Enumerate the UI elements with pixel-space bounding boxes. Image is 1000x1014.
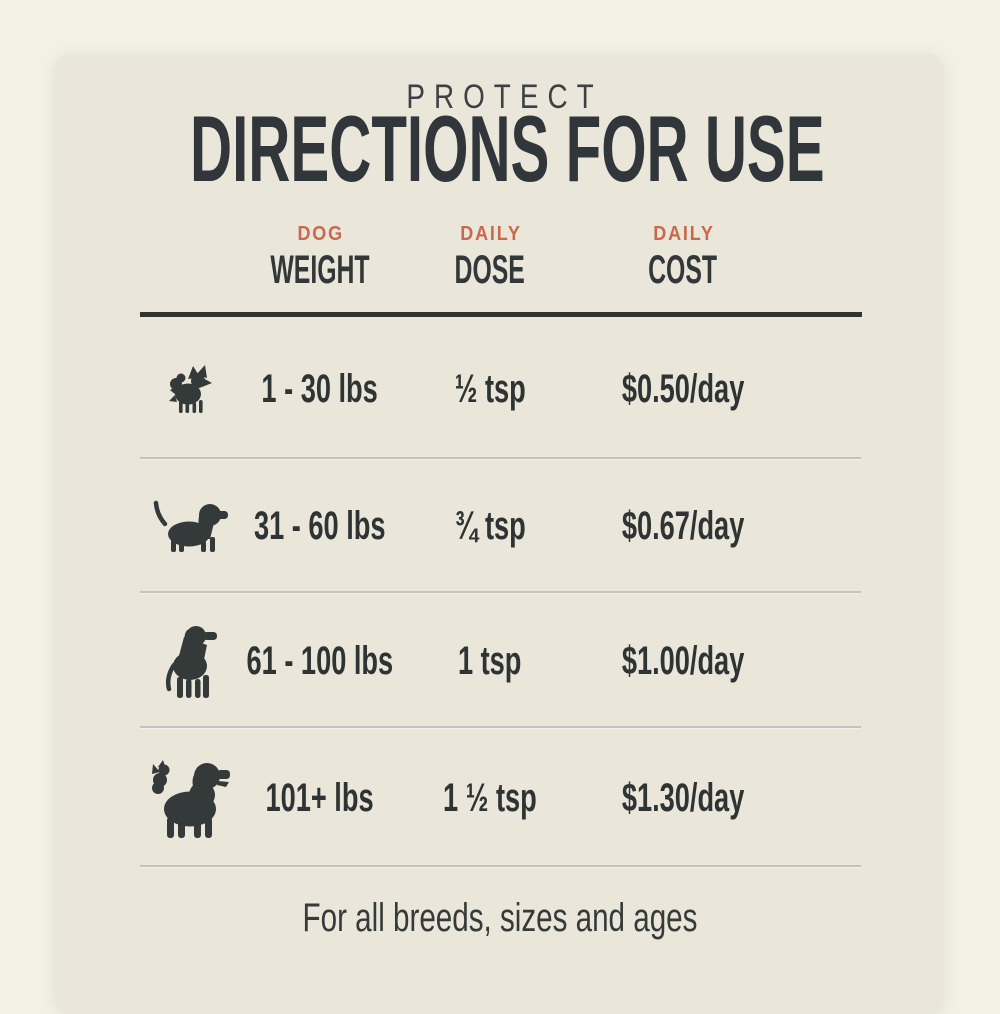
- column-eyebrow: DAILY: [460, 223, 522, 245]
- medium-dog-icon: [153, 500, 228, 552]
- cost-value: $1.00/day: [621, 638, 745, 683]
- dose-value: 1 ½ tsp: [443, 775, 537, 820]
- cost-value: $1.30/day: [621, 775, 745, 820]
- column-label: DOSE: [454, 248, 526, 292]
- row-divider: [140, 726, 861, 729]
- column-header-cost: DAILY COST: [580, 224, 786, 290]
- column-label: COST: [648, 248, 718, 292]
- column-eyebrow: DAILY: [653, 223, 715, 245]
- page-title: DIRECTIONS FOR USE: [190, 96, 825, 201]
- cost-value: $0.67/day: [621, 504, 745, 548]
- table-header: DOG WEIGHT DAILY DOSE DAILY COST: [140, 224, 860, 290]
- dose-value: ½ tsp: [454, 367, 526, 411]
- dose-value: ¾ tsp: [454, 504, 526, 548]
- giant-dog-icon: [152, 759, 230, 838]
- column-label: WEIGHT: [270, 248, 370, 292]
- header-icon-spacer: [140, 224, 240, 290]
- small-dog-icon: [169, 365, 212, 413]
- weight-value: 101+ lbs: [265, 775, 375, 820]
- dose-value: 1 tsp: [458, 638, 522, 683]
- column-header-dose: DAILY DOSE: [400, 224, 580, 290]
- large-dog-icon: [165, 625, 217, 698]
- header-rule: [140, 312, 862, 317]
- cost-value: $0.50/day: [621, 367, 745, 411]
- column-eyebrow: DOG: [297, 223, 345, 245]
- footer-note: For all breeds, sizes and ages: [302, 896, 698, 940]
- row-divider: [140, 457, 861, 460]
- table-row: 101+ lbs 1 ½ tsp $1.30/day: [140, 729, 860, 866]
- column-header-weight: DOG WEIGHT: [240, 224, 400, 290]
- row-divider: [140, 865, 861, 868]
- weight-value: 31 - 60 lbs: [254, 504, 386, 548]
- table-row: 31 - 60 lbs ¾ tsp $0.67/day: [140, 460, 860, 592]
- brand-label: PROTECT: [406, 78, 603, 116]
- weight-value: 61 - 100 lbs: [246, 638, 394, 683]
- table-row: 1 - 30 lbs ½ tsp $0.50/day: [140, 320, 860, 458]
- weight-value: 1 - 30 lbs: [261, 367, 379, 411]
- table-row: 61 - 100 lbs 1 tsp $1.00/day: [140, 594, 860, 727]
- row-divider: [140, 591, 861, 594]
